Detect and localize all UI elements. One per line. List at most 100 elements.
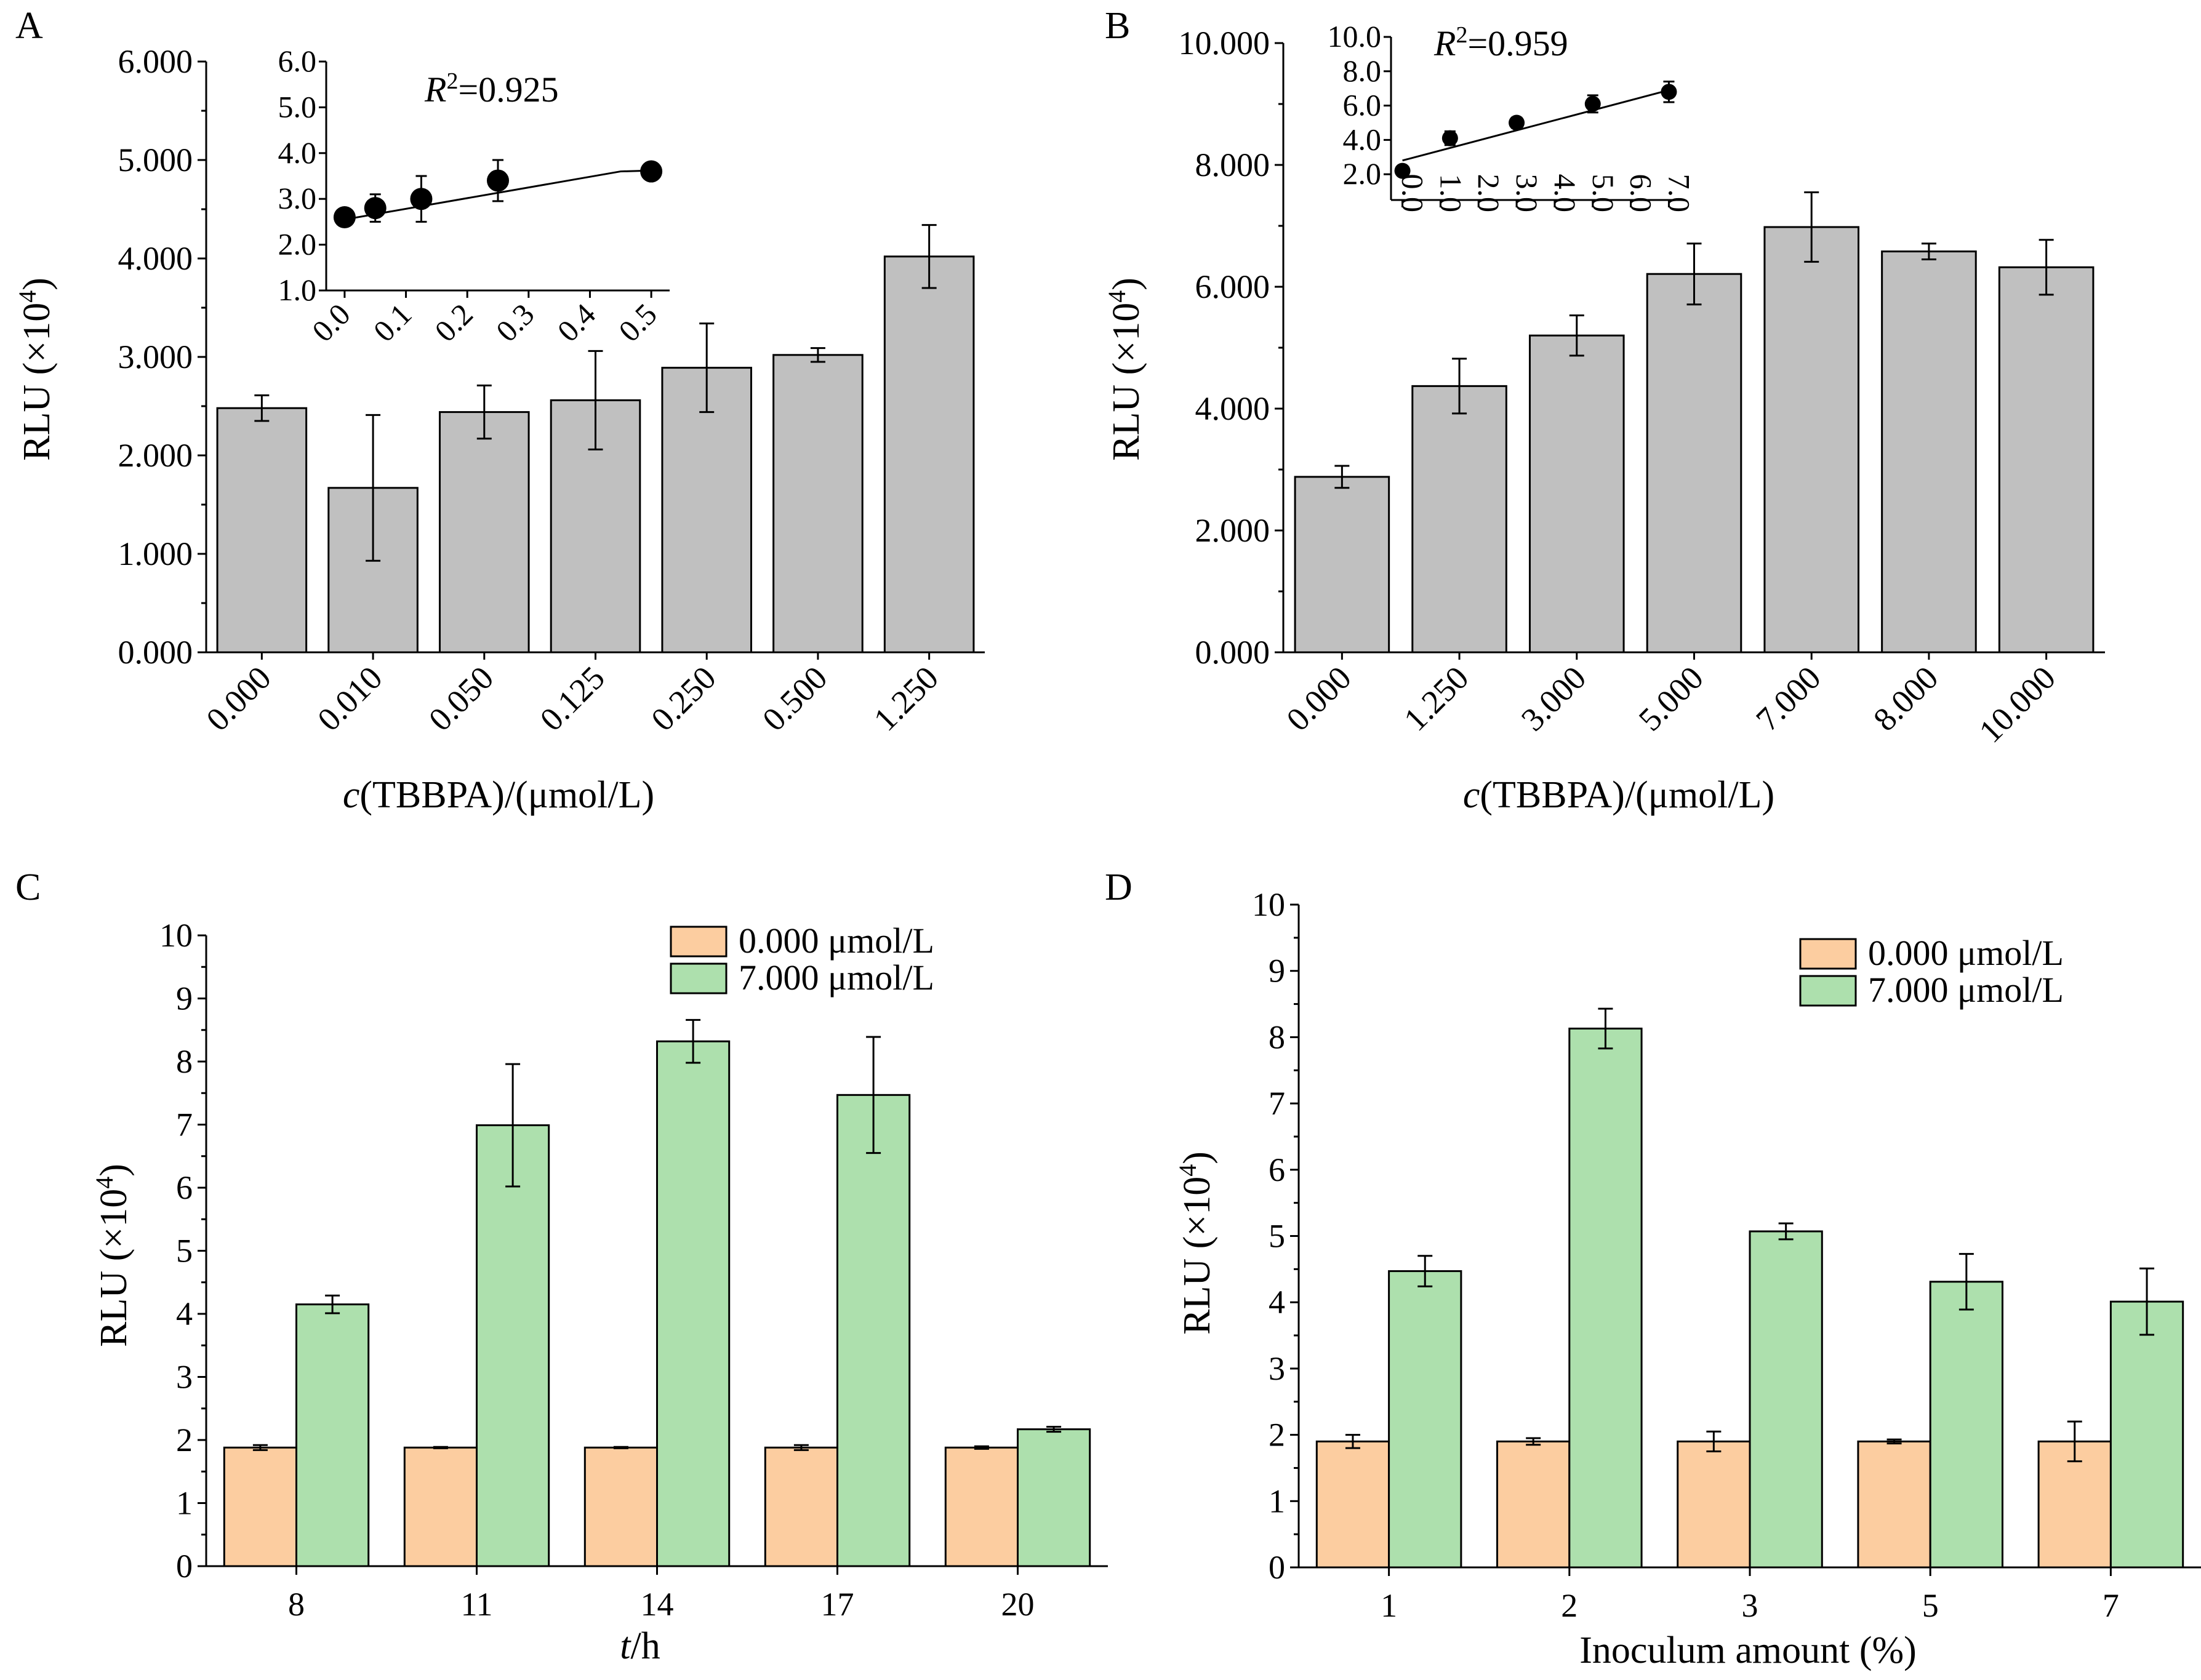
legend-label-0: 0.000 μmol/L (1868, 933, 2064, 973)
y-tick-label-8.000: 8.000 (1195, 146, 1270, 183)
inset-x-tick-label-0.0: 0.0 (1396, 174, 1430, 213)
inset-x-tick-label-3.0: 3.0 (1510, 174, 1544, 213)
inset-x-tick-label-0.3: 0.3 (489, 297, 541, 348)
inset-x-tick-label-2.0: 2.0 (1472, 174, 1506, 213)
x-tick-label-11: 11 (461, 1586, 493, 1623)
y-tick-label-3: 3 (1269, 1350, 1285, 1387)
bar-0.000 (216, 407, 308, 654)
panel-c: C 8 11 14 17 20 0 1 2 3 4 5 6 7 8 9 10 0.000 μmol/L7.000… (15, 866, 1108, 1667)
x-tick-label-1.250: 1.250 (867, 659, 945, 738)
bar-3.000 (1529, 334, 1625, 654)
bar-0.500 (772, 354, 864, 654)
bar-treated-3 (1749, 1230, 1823, 1569)
legend-swatch-0 (1799, 938, 1857, 970)
bar-0.000 (1294, 476, 1390, 654)
legend-swatch-1 (670, 962, 728, 994)
x-tick-label-2: 2 (1561, 1587, 1578, 1624)
inset-fit-line (1402, 89, 1669, 162)
y-tick-label-6.000: 6.000 (1195, 268, 1270, 305)
x-tick-label-3: 3 (1742, 1587, 1758, 1624)
panel-a-r2-annotation: R2=0.925 (424, 68, 559, 110)
bar-control-7 (2037, 1440, 2112, 1569)
y-tick-label-0: 0 (176, 1548, 193, 1585)
panel-c-axes: 8 11 14 17 20 0 1 2 3 4 5 6 7 8 9 10 0.000 μmol/L7.000 μ… (159, 917, 1108, 1623)
x-tick-label-1.250: 1.250 (1397, 659, 1475, 738)
inset-point-3 (1584, 95, 1601, 112)
bar-treated-1 (1388, 1270, 1462, 1569)
panel-b-r2-annotation: R2=0.959 (1433, 22, 1568, 63)
inset-x-tick-label-5.0: 5.0 (1586, 174, 1621, 213)
y-tick-label-0: 0 (1269, 1549, 1285, 1586)
y-tick-label-3.000: 3.000 (118, 338, 193, 375)
y-tick-label-2.000: 2.000 (1195, 512, 1270, 549)
panel-d-axes: 1 2 3 5 7 0 1 2 3 4 5 6 7 8 9 10 0.000 μmol/L7.000 μmol/… (1252, 886, 2201, 1624)
x-tick-label-14: 14 (641, 1586, 674, 1623)
bar-1.250 (1411, 385, 1507, 654)
panel-a-y-axis-label: RLU (×104) (14, 278, 58, 461)
x-tick-label-0.125: 0.125 (533, 659, 612, 738)
panel-b-y-axis-label: RLU (×104) (1103, 278, 1148, 461)
bar-control-20 (944, 1446, 1019, 1567)
y-tick-label-8: 8 (176, 1043, 193, 1080)
x-tick-label-3.000: 3.000 (1514, 659, 1593, 738)
bar-treated-8 (295, 1303, 370, 1567)
y-tick-label-6: 6 (176, 1169, 193, 1206)
inset-y-tick-label-5.0: 5.0 (278, 89, 317, 124)
y-tick-label-6.000: 6.000 (118, 43, 193, 80)
inset-point-2 (410, 188, 433, 210)
y-tick-label-2.000: 2.000 (118, 437, 193, 474)
y-tick-label-4.000: 4.000 (1195, 390, 1270, 427)
y-tick-label-4.000: 4.000 (118, 240, 193, 277)
bar-control-14 (583, 1446, 658, 1567)
y-tick-label-7: 7 (176, 1106, 193, 1143)
legend-label-1: 7.000 μmol/L (1868, 970, 2064, 1010)
legend-label-0: 0.000 μmol/L (739, 921, 934, 961)
x-tick-label-0.000: 0.000 (1280, 659, 1358, 738)
y-tick-label-8: 8 (1269, 1018, 1285, 1055)
panel-c-x-axis-label: t/h (620, 1625, 660, 1667)
x-tick-label-5.000: 5.000 (1632, 659, 1710, 738)
panel-a-axes: 0.000 0.010 0.050 0.125 0.250 0.500 1.250 0.000… (118, 43, 985, 738)
y-tick-label-4: 4 (1269, 1284, 1285, 1321)
bar-8.000 (1881, 250, 1977, 654)
legend-label-1: 7.000 μmol/L (739, 958, 934, 998)
bar-treated-2 (1568, 1027, 1643, 1569)
bar-treated-14 (656, 1040, 731, 1567)
panel-a-x-axis-label: c(TBBPA)/(μmol/L) (343, 774, 654, 816)
bar-0.050 (439, 411, 530, 654)
panel-d-y-axis-label: RLU (×104) (1174, 1151, 1219, 1335)
inset-x-tick-label-0.2: 0.2 (428, 297, 479, 348)
bar-5.000 (1646, 273, 1742, 654)
inset-x-tick-label-6.0: 6.0 (1624, 174, 1659, 213)
panel-c-letter: C (15, 866, 41, 908)
x-tick-label-8: 8 (288, 1586, 305, 1623)
bar-1.250 (883, 255, 975, 654)
bar-treated-11 (476, 1124, 550, 1567)
y-tick-label-3: 3 (176, 1359, 193, 1396)
bar-7.000 (1763, 226, 1859, 654)
panel-d: D 1 2 3 5 7 0 1 2 3 4 5 6 7 8 9 10 0.000 μmol/L7.000 μmo… (1105, 866, 2201, 1671)
panel-b-inset: 2.04.06.08.010.00.0 1.0 2.0 3.0 4.0 5.0 6.0 7.0 (1328, 19, 1697, 212)
y-tick-label-1: 1 (176, 1485, 193, 1522)
panel-a-letter: A (15, 5, 43, 47)
inset-x-tick-label-4.0: 4.0 (1548, 174, 1582, 213)
bar-control-17 (764, 1446, 839, 1567)
legend-swatch-0 (670, 926, 728, 958)
inset-point-1 (364, 197, 387, 220)
y-tick-label-0.000: 0.000 (1195, 634, 1270, 671)
inset-y-tick-label-4.0: 4.0 (1343, 122, 1382, 156)
x-tick-label-0.000: 0.000 (199, 659, 278, 738)
bar-control-2 (1496, 1440, 1571, 1569)
y-tick-label-1: 1 (1269, 1482, 1285, 1519)
bar-treated-7 (2109, 1300, 2184, 1569)
y-tick-label-2: 2 (176, 1422, 193, 1458)
inset-point-1 (1441, 130, 1458, 146)
y-tick-label-9: 9 (1269, 953, 1285, 990)
y-tick-label-1.000: 1.000 (118, 535, 193, 572)
inset-point-4 (1661, 84, 1677, 100)
x-tick-label-7: 7 (2103, 1587, 2119, 1624)
bar-control-1 (1315, 1440, 1390, 1569)
inset-x-tick-label-0.1: 0.1 (367, 297, 419, 348)
inset-point-0 (333, 206, 356, 228)
